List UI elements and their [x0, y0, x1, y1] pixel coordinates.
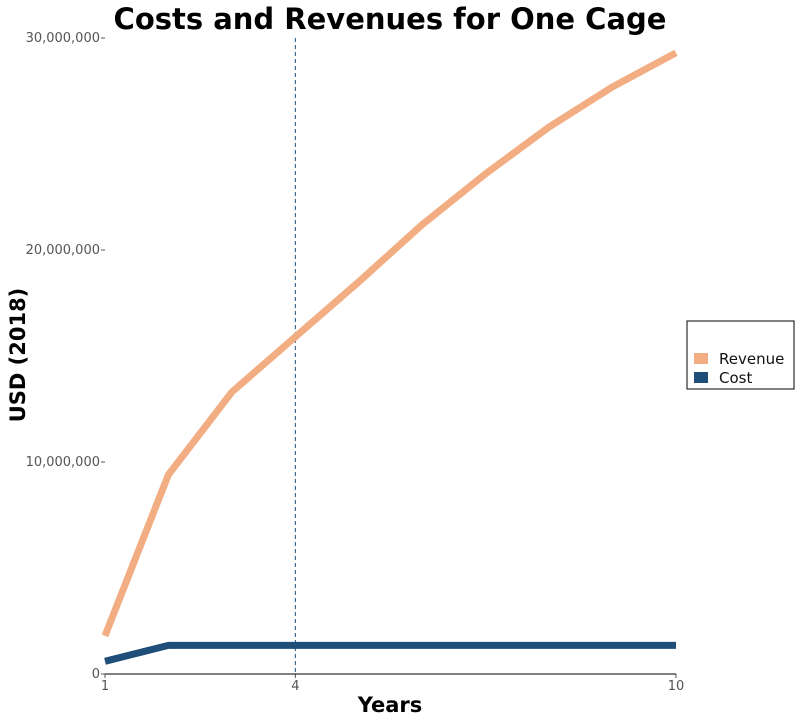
legend-swatch-revenue — [694, 353, 708, 364]
series-line-cost — [104, 641, 676, 665]
x-axis-ticks: 1 4 10 — [101, 674, 684, 694]
y-tick-label: 10,000,000 — [26, 455, 100, 470]
x-tick-label: 1 — [101, 679, 109, 694]
x-axis-title: Years — [357, 693, 423, 717]
x-tick-label: 4 — [291, 679, 299, 694]
series-layer — [101, 49, 678, 665]
legend-swatch-cost — [694, 372, 708, 383]
series-line-revenue — [101, 49, 678, 638]
y-axis-title: USD (2018) — [6, 288, 30, 423]
x-tick-label: 10 — [668, 679, 685, 694]
y-tick-label: 20,000,000 — [26, 243, 100, 258]
legend-label-revenue: Revenue — [719, 350, 784, 368]
legend-label-cost: Cost — [719, 369, 752, 387]
y-tick-label: 0 — [92, 667, 100, 682]
y-tick-label: 30,000,000 — [26, 31, 100, 46]
y-axis-ticks: 0 10,000,000 20,000,000 30,000,000 — [26, 31, 105, 682]
chart-title: Costs and Revenues for One Cage — [114, 2, 667, 36]
